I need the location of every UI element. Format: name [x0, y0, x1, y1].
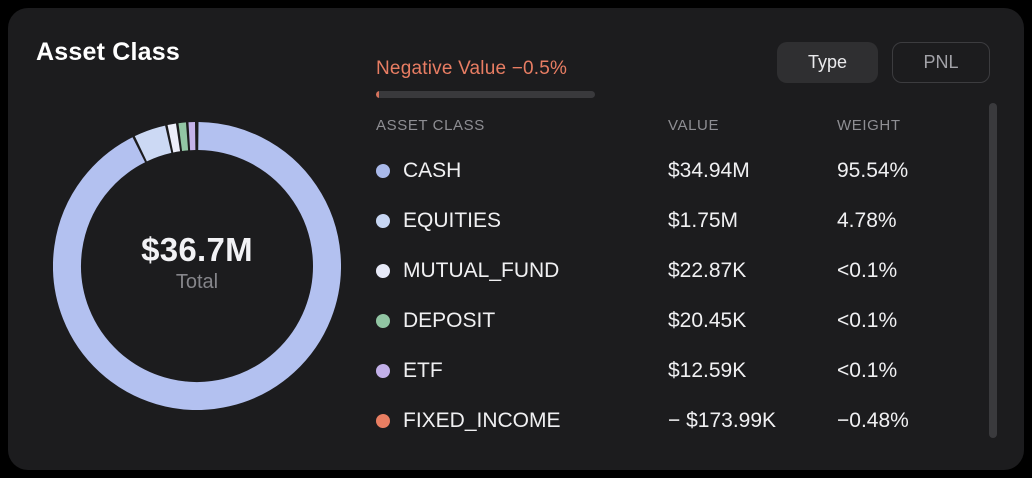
asset-name: EQUITIES	[403, 209, 502, 232]
table-row[interactable]: ETF $12.59K <0.1%	[376, 346, 996, 396]
asset-weight: 4.78%	[837, 209, 897, 232]
donut-segment-mutual_fund[interactable]	[167, 123, 181, 153]
column-header-value: VALUE	[668, 116, 720, 134]
asset-weight: 95.54%	[837, 159, 909, 182]
donut-segment-equities[interactable]	[134, 125, 172, 162]
donut-total-value: $36.7M	[141, 230, 253, 268]
table-row[interactable]: MUTUAL_FUND $22.87K <0.1%	[376, 246, 996, 296]
table-row[interactable]: FIXED_INCOME − $173.99K −0.48%	[376, 396, 996, 446]
page-title: Asset Class	[36, 38, 180, 66]
donut-total-caption: Total	[175, 270, 219, 293]
asset-name: CASH	[403, 159, 462, 182]
asset-name: MUTUAL_FUND	[403, 259, 560, 282]
mutual-fund-legend-dot	[376, 264, 390, 278]
cash-legend-dot	[376, 164, 390, 178]
asset-value: $20.45K	[668, 309, 747, 332]
asset-value: $22.87K	[668, 259, 747, 282]
asset-name: FIXED_INCOME	[403, 409, 561, 432]
asset-class-card: Asset Class $36.7M Total Negative Value …	[8, 8, 1024, 470]
column-header-weight: WEIGHT	[837, 116, 901, 134]
asset-value: − $173.99K	[668, 409, 777, 432]
etf-legend-dot	[376, 364, 390, 378]
deposit-legend-dot	[376, 314, 390, 328]
asset-value: $12.59K	[668, 359, 747, 382]
asset-weight: <0.1%	[837, 259, 898, 282]
column-header-asset-class: ASSET CLASS	[376, 116, 485, 134]
vertical-scrollbar[interactable]	[989, 103, 997, 438]
pnl-toggle-button[interactable]: PNL	[892, 42, 990, 83]
table-header-row: ASSET CLASS VALUE WEIGHT	[376, 104, 996, 146]
negative-value-bar-fill	[376, 91, 380, 98]
asset-weight: <0.1%	[837, 309, 898, 332]
donut-segment-deposit[interactable]	[178, 122, 189, 151]
asset-weight: −0.48%	[837, 409, 909, 432]
asset-name: ETF	[403, 359, 443, 382]
negative-value-bar-track	[376, 91, 595, 98]
asset-weight: <0.1%	[837, 359, 898, 382]
asset-value: $34.94M	[668, 159, 750, 182]
asset-name: DEPOSIT	[403, 309, 496, 332]
table-row[interactable]: DEPOSIT $20.45K <0.1%	[376, 296, 996, 346]
fixed-income-legend-dot	[376, 414, 390, 428]
asset-value: $1.75M	[668, 209, 739, 232]
donut-segment-cash[interactable]	[53, 122, 341, 410]
table-row[interactable]: CASH $34.94M 95.54%	[376, 146, 996, 196]
donut-center-label: $36.7M Total	[53, 122, 341, 410]
equities-legend-dot	[376, 214, 390, 228]
type-toggle-button[interactable]: Type	[777, 42, 878, 83]
asset-class-donut-chart: $36.7M Total	[53, 122, 341, 410]
donut-chart-svg[interactable]	[53, 122, 341, 410]
asset-class-table: ASSET CLASS VALUE WEIGHT CASH $34.94M 95…	[376, 104, 996, 446]
negative-value-label: Negative Value −0.5%	[376, 58, 568, 79]
table-row[interactable]: EQUITIES $1.75M 4.78%	[376, 196, 996, 246]
